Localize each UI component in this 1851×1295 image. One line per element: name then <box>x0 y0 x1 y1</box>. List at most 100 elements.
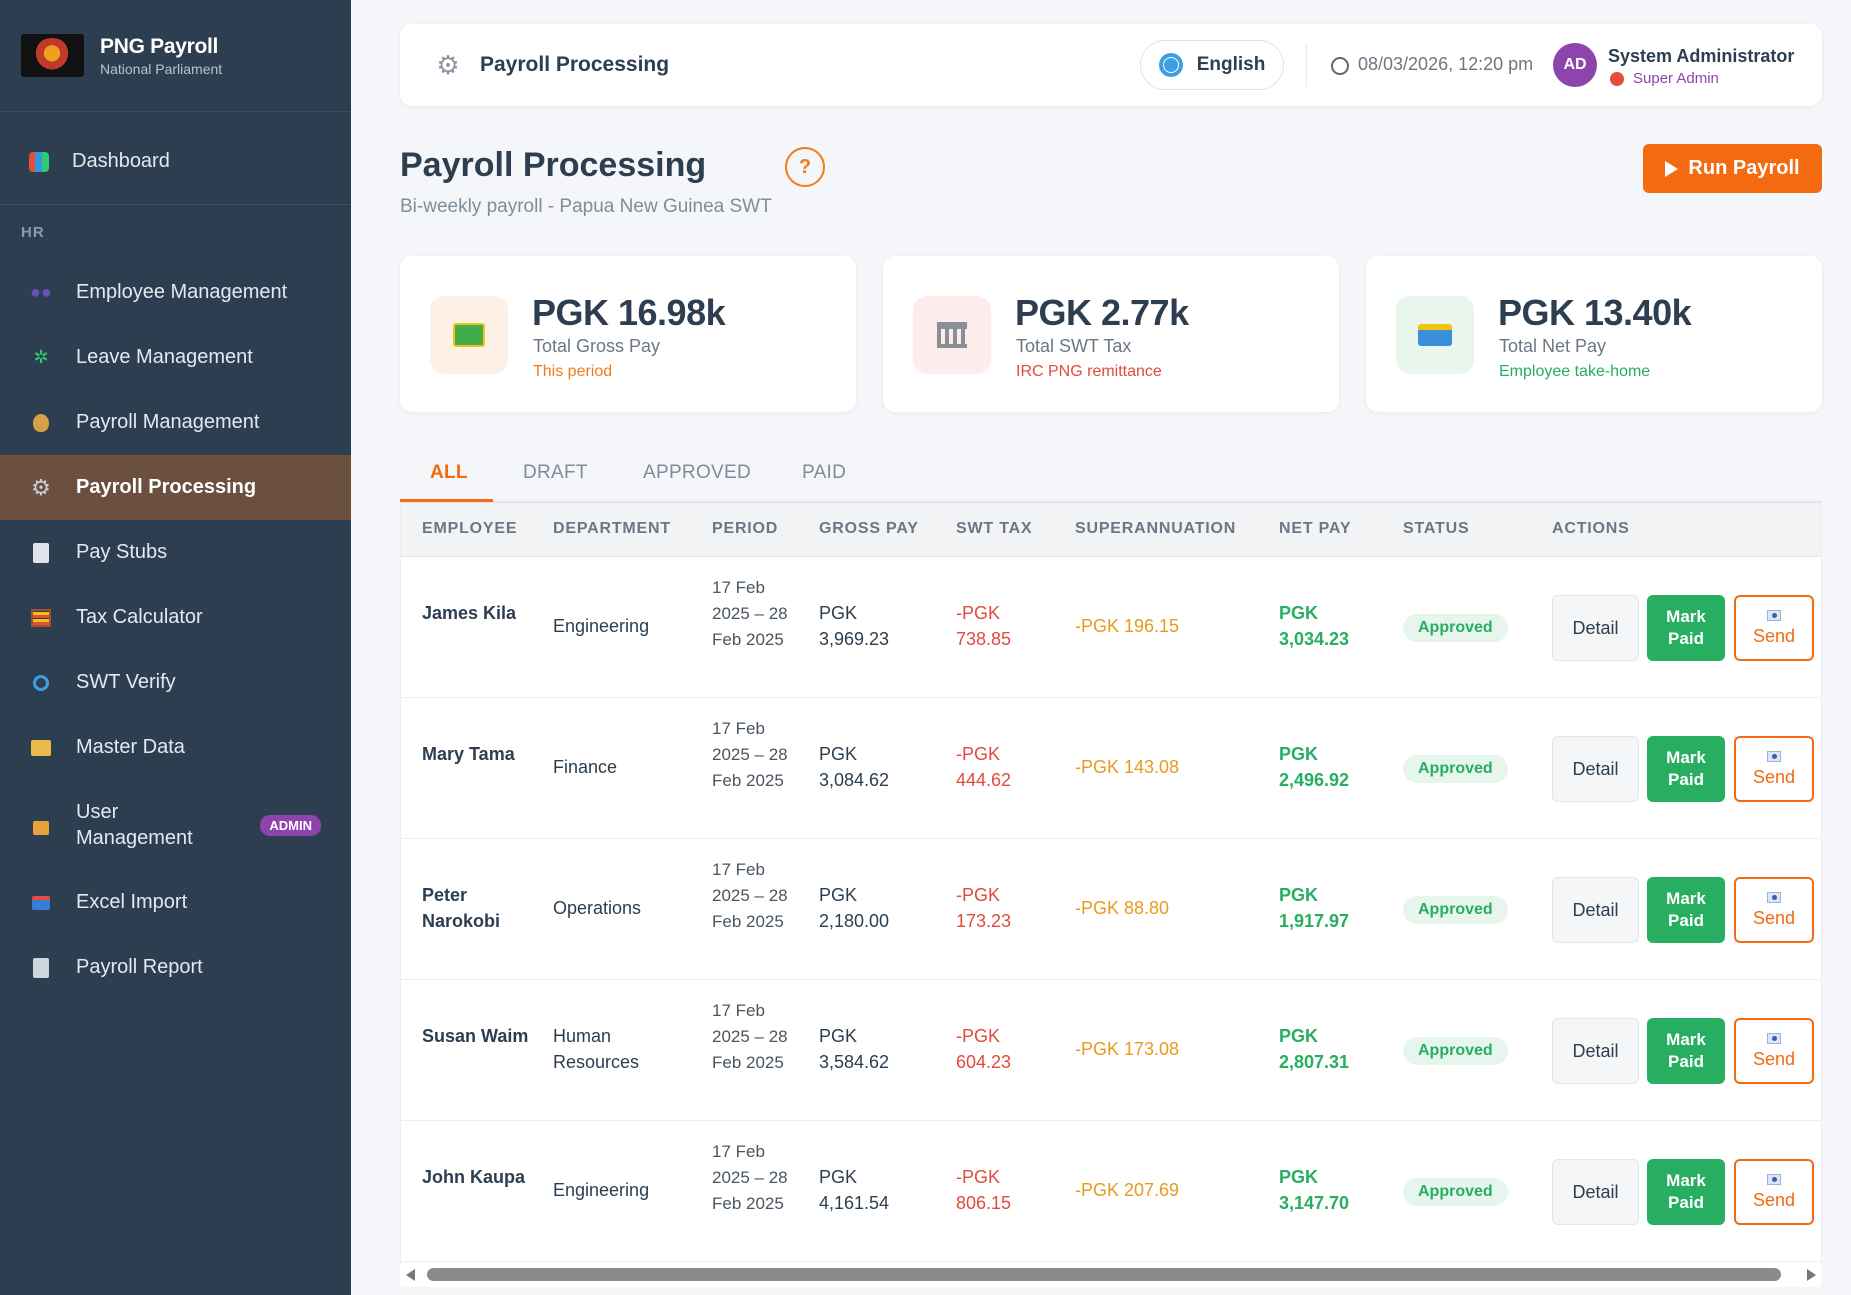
mark-paid-button[interactable]: Mark Paid <box>1647 736 1725 802</box>
table-header: EMPLOYEE DEPARTMENT PERIOD GROSS PAY SWT… <box>401 503 1821 557</box>
column-header[interactable]: DEPARTMENT <box>553 520 671 537</box>
detail-button[interactable]: Detail <box>1552 1018 1639 1084</box>
superannuation: -PGK 88.80 <box>1075 898 1170 918</box>
language-button[interactable]: English <box>1140 40 1284 90</box>
sidebar-item-label: SWT Verify <box>76 671 176 693</box>
period: 17 Feb 2025 – 28 Feb 2025 <box>712 1142 788 1213</box>
send-button[interactable]: Send <box>1734 736 1814 802</box>
sidebar-item-payroll-processing[interactable]: ⚙ Payroll Processing <box>0 455 351 520</box>
sidebar-item-label: Excel Import <box>76 891 188 913</box>
report-icon <box>29 956 53 980</box>
sidebar-item-master-data[interactable]: Master Data <box>0 715 351 780</box>
user-role-label: Super Admin <box>1633 70 1719 87</box>
send-button[interactable]: Send <box>1734 595 1814 661</box>
send-label: Send <box>1752 1189 1796 1210</box>
detail-button[interactable]: Detail <box>1552 736 1639 802</box>
sidebar-item-leave-management[interactable]: ✲ Leave Management <box>0 325 351 390</box>
period: 17 Feb 2025 – 28 Feb 2025 <box>712 578 788 649</box>
send-label: Send <box>1752 625 1796 646</box>
document-icon <box>29 541 53 565</box>
superannuation: -PGK 207.69 <box>1075 1180 1180 1200</box>
gear-icon: ⚙ <box>436 50 460 80</box>
sidebar-item-payroll-report[interactable]: Payroll Report <box>0 935 351 1000</box>
scrollbar-thumb[interactable] <box>427 1268 1781 1281</box>
sidebar-item-swt-verify[interactable]: SWT Verify <box>0 650 351 715</box>
send-label: Send <box>1752 907 1796 928</box>
scroll-right-arrow-icon[interactable] <box>1807 1269 1816 1281</box>
department: Engineering <box>553 1180 650 1200</box>
net-pay: PGK 3,147.70 <box>1279 1167 1350 1213</box>
sidebar-item-user-management[interactable]: User Management ADMIN <box>0 780 351 870</box>
envelope-icon <box>1767 750 1781 762</box>
send-button[interactable]: Send <box>1734 877 1814 943</box>
language-label: English <box>1196 54 1266 75</box>
department: Engineering <box>553 616 650 636</box>
sidebar-item-excel-import[interactable]: Excel Import <box>0 870 351 935</box>
column-header[interactable]: SWT TAX <box>956 520 1033 537</box>
inbox-tray-icon <box>29 891 53 915</box>
stat-card-swt-tax: PGK 2.77k Total SWT Tax IRC PNG remittan… <box>883 256 1339 412</box>
stat-note: IRC PNG remittance <box>1016 363 1162 380</box>
scroll-left-arrow-icon[interactable] <box>406 1269 415 1281</box>
stat-value: PGK 16.98k <box>532 292 726 333</box>
tab-all[interactable]: ALL <box>430 462 468 483</box>
status-tabs: ALL DRAFT APPROVED PAID <box>400 452 1822 503</box>
sidebar-item-dashboard[interactable]: Dashboard <box>0 129 351 194</box>
detail-button[interactable]: Detail <box>1552 877 1639 943</box>
employee-name: James Kila <box>422 603 517 623</box>
period: 17 Feb 2025 – 28 Feb 2025 <box>712 719 788 790</box>
bank-icon <box>913 296 991 374</box>
gross-pay: PGK 3,584.62 <box>819 1026 890 1072</box>
horizontal-scrollbar[interactable] <box>400 1264 1822 1285</box>
role-dot-icon <box>1610 71 1624 86</box>
avatar[interactable]: AD <box>1553 43 1597 87</box>
tab-approved[interactable]: APPROVED <box>643 462 751 483</box>
table-row: James Kila Engineering 17 Feb 2025 – 28 … <box>401 557 1821 698</box>
status-badge: Approved <box>1403 1178 1508 1206</box>
column-header[interactable]: EMPLOYEE <box>422 520 518 537</box>
sidebar-item-tax-calculator[interactable]: Tax Calculator <box>0 585 351 650</box>
tab-draft[interactable]: DRAFT <box>523 462 588 483</box>
send-button[interactable]: Send <box>1734 1159 1814 1225</box>
sidebar-item-pay-stubs[interactable]: Pay Stubs <box>0 520 351 585</box>
magnifier-icon <box>29 671 53 695</box>
status-badge: Approved <box>1403 896 1508 924</box>
sidebar-item-employee-management[interactable]: ●● Employee Management <box>0 260 351 325</box>
run-payroll-button[interactable]: Run Payroll <box>1643 144 1822 193</box>
net-pay: PGK 1,917.97 <box>1279 885 1350 931</box>
period: 17 Feb 2025 – 28 Feb 2025 <box>712 1001 788 1072</box>
user-name[interactable]: System Administrator <box>1608 46 1795 66</box>
column-header[interactable]: SUPERANNUATION <box>1075 520 1237 537</box>
envelope-icon <box>1767 891 1781 903</box>
mark-paid-button[interactable]: Mark Paid <box>1647 595 1725 661</box>
help-button[interactable]: ? <box>785 147 825 187</box>
sidebar-item-label: User Management <box>76 801 193 849</box>
detail-button[interactable]: Detail <box>1552 595 1639 661</box>
stat-note: Employee take-home <box>1499 363 1651 380</box>
lock-icon <box>29 813 53 837</box>
net-pay: PGK 2,807.31 <box>1279 1026 1350 1072</box>
payroll-table: EMPLOYEE DEPARTMENT PERIOD GROSS PAY SWT… <box>400 503 1822 1287</box>
run-payroll-label: Run Payroll <box>1688 157 1800 179</box>
globe-icon <box>1158 53 1183 77</box>
detail-button[interactable]: Detail <box>1552 1159 1639 1225</box>
send-button[interactable]: Send <box>1734 1018 1814 1084</box>
mark-paid-button[interactable]: Mark Paid <box>1647 877 1725 943</box>
table-row: John Kaupa Engineering 17 Feb 2025 – 28 … <box>401 1121 1821 1262</box>
column-header[interactable]: PERIOD <box>712 520 779 537</box>
column-header[interactable]: STATUS <box>1403 520 1470 537</box>
status-badge: Approved <box>1403 755 1508 783</box>
gross-pay: PGK 3,084.62 <box>819 744 890 790</box>
column-header[interactable]: GROSS PAY <box>819 520 919 537</box>
clock-icon <box>1331 57 1349 75</box>
table-row: Susan Waim Human Resources 17 Feb 2025 –… <box>401 980 1821 1121</box>
swt-tax: -PGK 444.62 <box>956 744 1012 790</box>
sidebar-item-label: Dashboard <box>72 150 170 172</box>
column-header[interactable]: NET PAY <box>1279 520 1352 537</box>
tab-paid[interactable]: PAID <box>802 462 847 483</box>
sidebar-item-payroll-management[interactable]: Payroll Management <box>0 390 351 455</box>
brand[interactable]: PNG Payroll National Parliament <box>0 0 351 112</box>
mark-paid-button[interactable]: Mark Paid <box>1647 1159 1725 1225</box>
department: Operations <box>553 898 642 918</box>
mark-paid-button[interactable]: Mark Paid <box>1647 1018 1725 1084</box>
